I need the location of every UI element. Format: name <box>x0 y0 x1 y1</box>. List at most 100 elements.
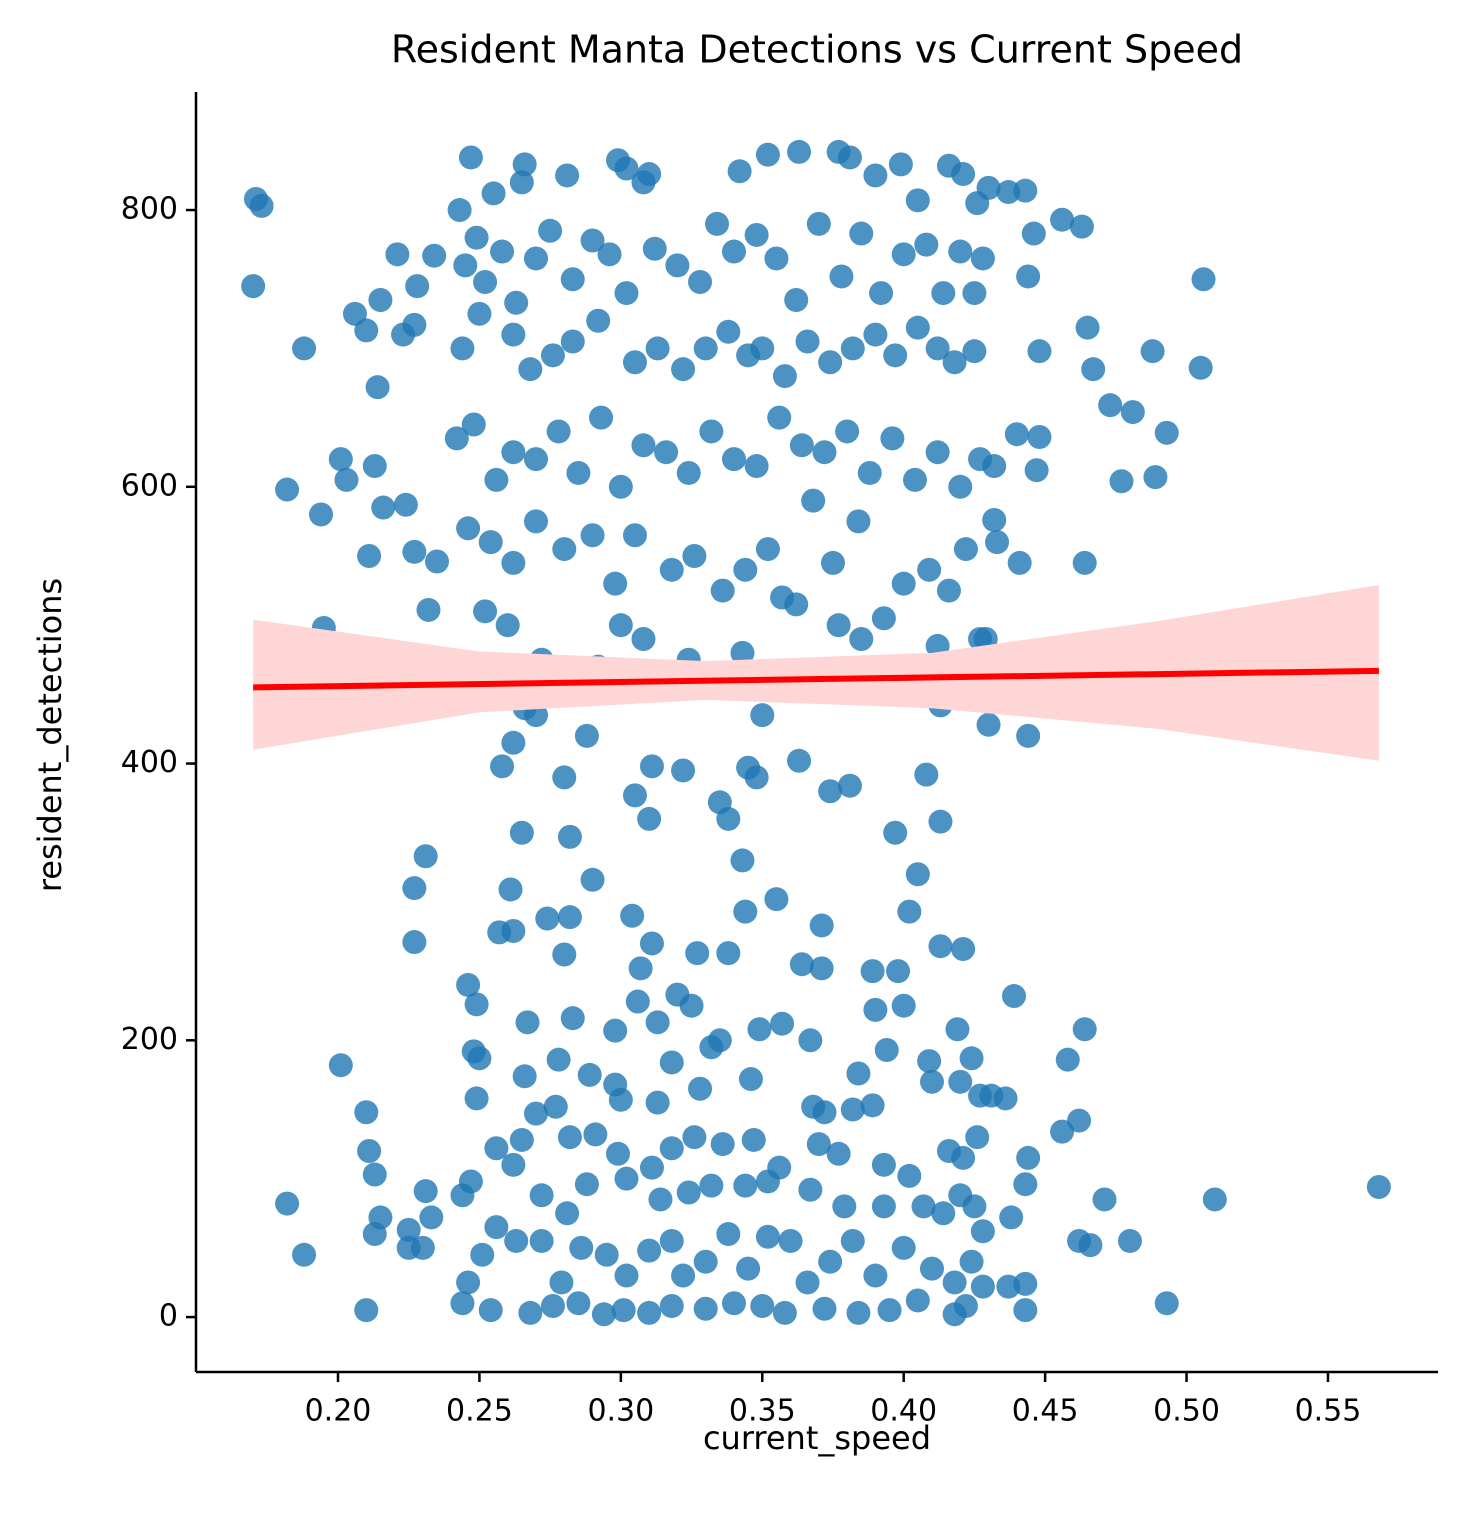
point <box>1143 465 1168 490</box>
point <box>1016 723 1041 748</box>
point <box>611 1298 636 1323</box>
point <box>648 1187 673 1212</box>
point <box>461 412 486 437</box>
point <box>1016 1145 1041 1170</box>
y-tick-label: 0 <box>159 1299 178 1334</box>
point <box>362 1162 387 1187</box>
point <box>784 287 809 312</box>
point <box>467 1046 492 1071</box>
point <box>710 578 735 603</box>
point <box>778 1228 803 1253</box>
y-tick-label: 200 <box>121 1022 178 1057</box>
point <box>699 1035 724 1060</box>
point <box>583 1122 608 1147</box>
point <box>721 447 746 472</box>
point <box>891 242 916 267</box>
point <box>501 322 526 347</box>
point <box>1021 221 1046 246</box>
point <box>883 343 908 368</box>
point <box>566 1291 591 1316</box>
point <box>1191 267 1216 292</box>
point <box>806 1132 831 1157</box>
point <box>631 433 656 458</box>
point <box>529 1228 554 1253</box>
point <box>1004 422 1029 447</box>
x-tick-label: 0.50 <box>1153 1394 1220 1429</box>
point <box>659 1293 684 1318</box>
point <box>951 936 976 961</box>
point <box>764 887 789 912</box>
point <box>730 640 755 665</box>
point <box>608 613 633 638</box>
point <box>546 1047 571 1072</box>
point <box>736 1256 761 1281</box>
point <box>309 502 334 527</box>
point <box>931 281 956 306</box>
point <box>523 447 548 472</box>
y-tick-label: 800 <box>121 192 178 227</box>
point <box>1050 207 1075 232</box>
point <box>857 460 882 485</box>
x-tick-label: 0.25 <box>446 1394 513 1429</box>
point <box>721 239 746 264</box>
point <box>580 867 605 892</box>
plot-area <box>241 139 1391 1327</box>
point <box>484 467 509 492</box>
point <box>555 163 580 188</box>
point <box>798 1177 823 1202</box>
point <box>962 339 987 364</box>
point <box>846 1061 871 1086</box>
point <box>393 492 418 517</box>
point <box>473 269 498 294</box>
point <box>645 1010 670 1035</box>
point <box>840 1097 865 1122</box>
point <box>577 1062 602 1087</box>
point <box>1027 424 1052 449</box>
point <box>795 329 820 354</box>
point <box>1072 1017 1097 1042</box>
point <box>860 1093 885 1118</box>
point <box>789 433 814 458</box>
point <box>970 1219 995 1244</box>
point <box>450 1291 475 1316</box>
point <box>490 239 515 264</box>
point <box>818 1249 843 1274</box>
point <box>798 1028 823 1053</box>
point <box>1366 1174 1391 1199</box>
point <box>1016 264 1041 289</box>
point <box>622 783 647 808</box>
regression-line <box>253 667 1379 691</box>
point <box>1075 315 1100 340</box>
point <box>456 516 481 541</box>
point <box>741 1127 766 1152</box>
point <box>1024 458 1049 483</box>
point <box>727 159 752 184</box>
point <box>552 942 577 967</box>
point <box>818 350 843 375</box>
point <box>671 1263 696 1288</box>
point <box>837 145 862 170</box>
point <box>928 934 953 959</box>
point <box>444 426 469 451</box>
point <box>574 1172 599 1197</box>
point <box>917 557 942 582</box>
point <box>688 1076 713 1101</box>
point <box>826 1141 851 1166</box>
point <box>1109 469 1134 494</box>
point <box>490 754 515 779</box>
point <box>905 315 930 340</box>
point <box>362 1222 387 1247</box>
point <box>877 1298 902 1323</box>
point <box>671 357 696 382</box>
point <box>863 1263 888 1288</box>
point <box>478 1298 503 1323</box>
point <box>820 550 845 575</box>
point <box>458 145 483 170</box>
point <box>767 405 792 430</box>
point <box>470 1242 495 1267</box>
point <box>809 913 834 938</box>
point <box>891 571 916 596</box>
point <box>770 585 795 610</box>
point <box>1027 339 1052 364</box>
point <box>905 1288 930 1313</box>
